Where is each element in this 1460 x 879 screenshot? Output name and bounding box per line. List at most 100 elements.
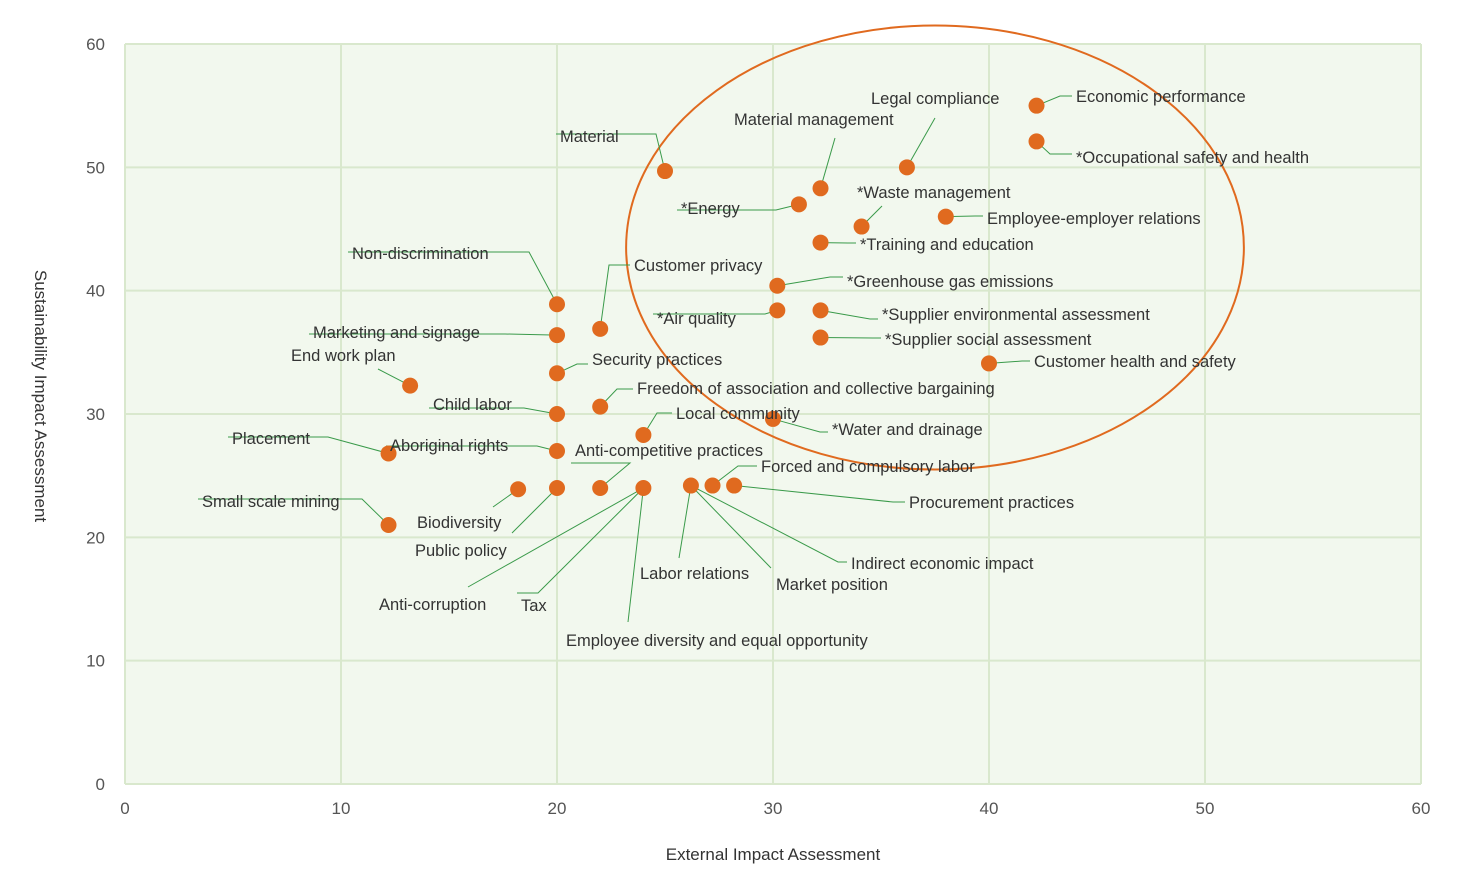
point-label: Material (560, 128, 619, 146)
data-point-marker (812, 302, 829, 319)
point-label: Public policy (415, 542, 507, 560)
leader-line (627, 487, 644, 623)
data-point-marker (937, 208, 954, 225)
data-point-marker (549, 365, 565, 382)
leader-line (599, 264, 630, 329)
leader-line (820, 137, 836, 189)
data-point-marker (898, 159, 915, 176)
point-label: Indirect economic impact (851, 555, 1034, 573)
data-point-marker (592, 320, 609, 337)
point-label: Employee diversity and equal opportunity (566, 632, 869, 650)
x-tick-label: 0 (120, 799, 129, 818)
leader-line (820, 309, 878, 320)
x-tick-label: 50 (1196, 799, 1215, 818)
point-label: *Occupational safety and health (1076, 149, 1309, 167)
point-label: Employee-employer relations (987, 210, 1201, 228)
leader-line (678, 485, 692, 559)
point-label: Labor relations (640, 565, 749, 583)
y-axis-ticks: 0 10 20 30 40 50 60 (86, 35, 105, 794)
point-label: Customer privacy (634, 257, 763, 275)
leader-line (348, 251, 558, 305)
point-label: Market position (776, 576, 888, 594)
point-label: Customer health and safety (1034, 353, 1237, 371)
point-label: Child labor (433, 396, 512, 414)
data-point-marker (592, 398, 609, 415)
data-points (380, 97, 1045, 533)
data-point-marker (704, 477, 721, 494)
data-point-marker (765, 410, 781, 427)
point-label: Freedom of association and collective ba… (637, 380, 995, 398)
data-point-marker (549, 443, 565, 459)
leader-line (642, 412, 672, 436)
x-axis-ticks: 0 10 20 30 40 50 60 (120, 799, 1430, 818)
data-point-marker (549, 406, 565, 422)
data-point-marker (549, 327, 565, 344)
point-label: *Supplier environmental assessment (882, 306, 1150, 324)
leader-line (690, 485, 847, 563)
x-tick-label: 60 (1412, 799, 1431, 818)
point-label: *Energy (681, 200, 740, 218)
data-point-marker (635, 426, 652, 443)
leader-line (198, 498, 389, 526)
data-point-marker (812, 329, 829, 346)
data-point-marker (726, 477, 743, 494)
leader-line (734, 485, 905, 503)
y-tick-label: 10 (86, 652, 105, 671)
point-label: Anti-competitive practices (575, 442, 763, 460)
y-tick-label: 20 (86, 528, 105, 547)
data-point-marker (812, 234, 829, 251)
point-label: End work plan (291, 347, 396, 365)
point-label: Small scale mining (202, 493, 340, 511)
leader-line (511, 487, 558, 534)
point-label: Biodiversity (417, 514, 502, 532)
data-point-marker (380, 445, 397, 462)
data-point-marker (981, 355, 997, 372)
data-point-marker (812, 180, 829, 197)
point-label: Non-discrimination (352, 245, 489, 263)
point-label: *Supplier social assessment (885, 331, 1092, 349)
y-axis-title: Sustainability Impact Assessment (31, 270, 50, 523)
data-point-marker (402, 377, 419, 394)
data-point-marker (380, 517, 397, 533)
leader-line (599, 388, 633, 407)
data-point-marker (1028, 133, 1045, 150)
point-label: Procurement practices (909, 494, 1074, 512)
leader-line (467, 487, 644, 588)
leader-line (712, 465, 757, 486)
data-point-marker (682, 477, 699, 494)
point-label: Anti-corruption (379, 596, 486, 614)
data-point-marker (510, 481, 527, 498)
highlight-ellipse (625, 24, 1245, 471)
data-point-marker (549, 480, 565, 496)
point-label: *Water and drainage (832, 421, 983, 439)
leader-line (1036, 95, 1072, 107)
data-point-marker (635, 480, 652, 496)
point-label: Security practices (592, 351, 722, 369)
x-tick-label: 10 (332, 799, 351, 818)
point-label: Forced and compulsory labor (761, 458, 975, 476)
x-axis-title: External Impact Assessment (666, 845, 881, 864)
point-label: Tax (521, 597, 547, 615)
y-tick-label: 40 (86, 282, 105, 301)
point-label: Material management (734, 111, 894, 129)
data-point-marker (853, 218, 870, 235)
data-point-marker (549, 296, 565, 313)
leader-line (429, 407, 558, 415)
leader-line (690, 485, 772, 569)
point-label: *Training and education (860, 236, 1034, 254)
leader-line (556, 133, 666, 172)
point-label: Placement (232, 430, 310, 448)
leader-line (571, 462, 632, 489)
point-label: Legal compliance (871, 90, 999, 108)
point-label: Marketing and signage (313, 324, 480, 342)
point-label: Economic performance (1076, 88, 1246, 106)
point-labels: Economic performance *Occupational safety… (202, 88, 1309, 650)
point-label: *Greenhouse gas emissions (847, 273, 1053, 291)
leader-line (772, 418, 828, 433)
point-label: Local community (676, 405, 801, 423)
leader-line (309, 333, 558, 336)
y-tick-label: 0 (96, 775, 105, 794)
y-tick-label: 50 (86, 158, 105, 177)
leader-line (906, 117, 936, 168)
